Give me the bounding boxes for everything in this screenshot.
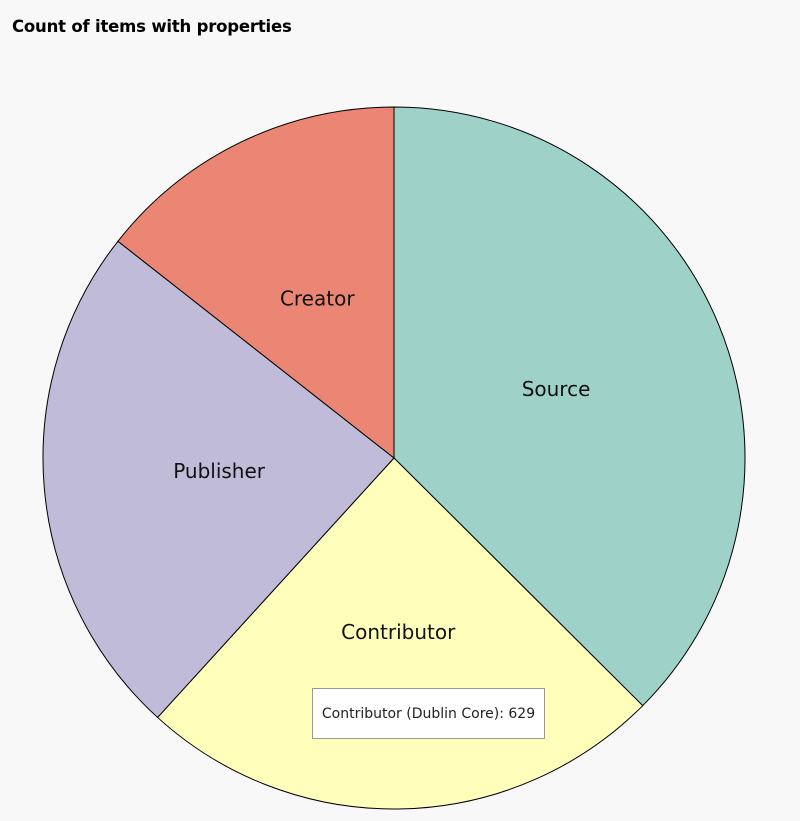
slice-label-creator: Creator — [280, 287, 355, 311]
pie-slices — [42, 106, 746, 810]
slice-label-contributor: Contributor — [341, 620, 456, 644]
pie-slice-publisher[interactable] — [42, 240, 395, 719]
slice-label-source: Source — [522, 377, 591, 401]
tooltip-label: Contributor (Dublin Core) — [321, 705, 500, 722]
pie-slice-creator[interactable] — [117, 106, 395, 460]
pie-slice-source[interactable] — [393, 106, 746, 707]
tooltip-value: 629 — [508, 705, 536, 722]
pie-labels: Source Contributor Publisher Creator — [173, 287, 590, 644]
chart-title: Count of items with properties — [12, 17, 292, 36]
chart-tooltip: Contributor (Dublin Core): 629 — [312, 688, 545, 739]
slice-label-publisher: Publisher — [173, 459, 266, 483]
